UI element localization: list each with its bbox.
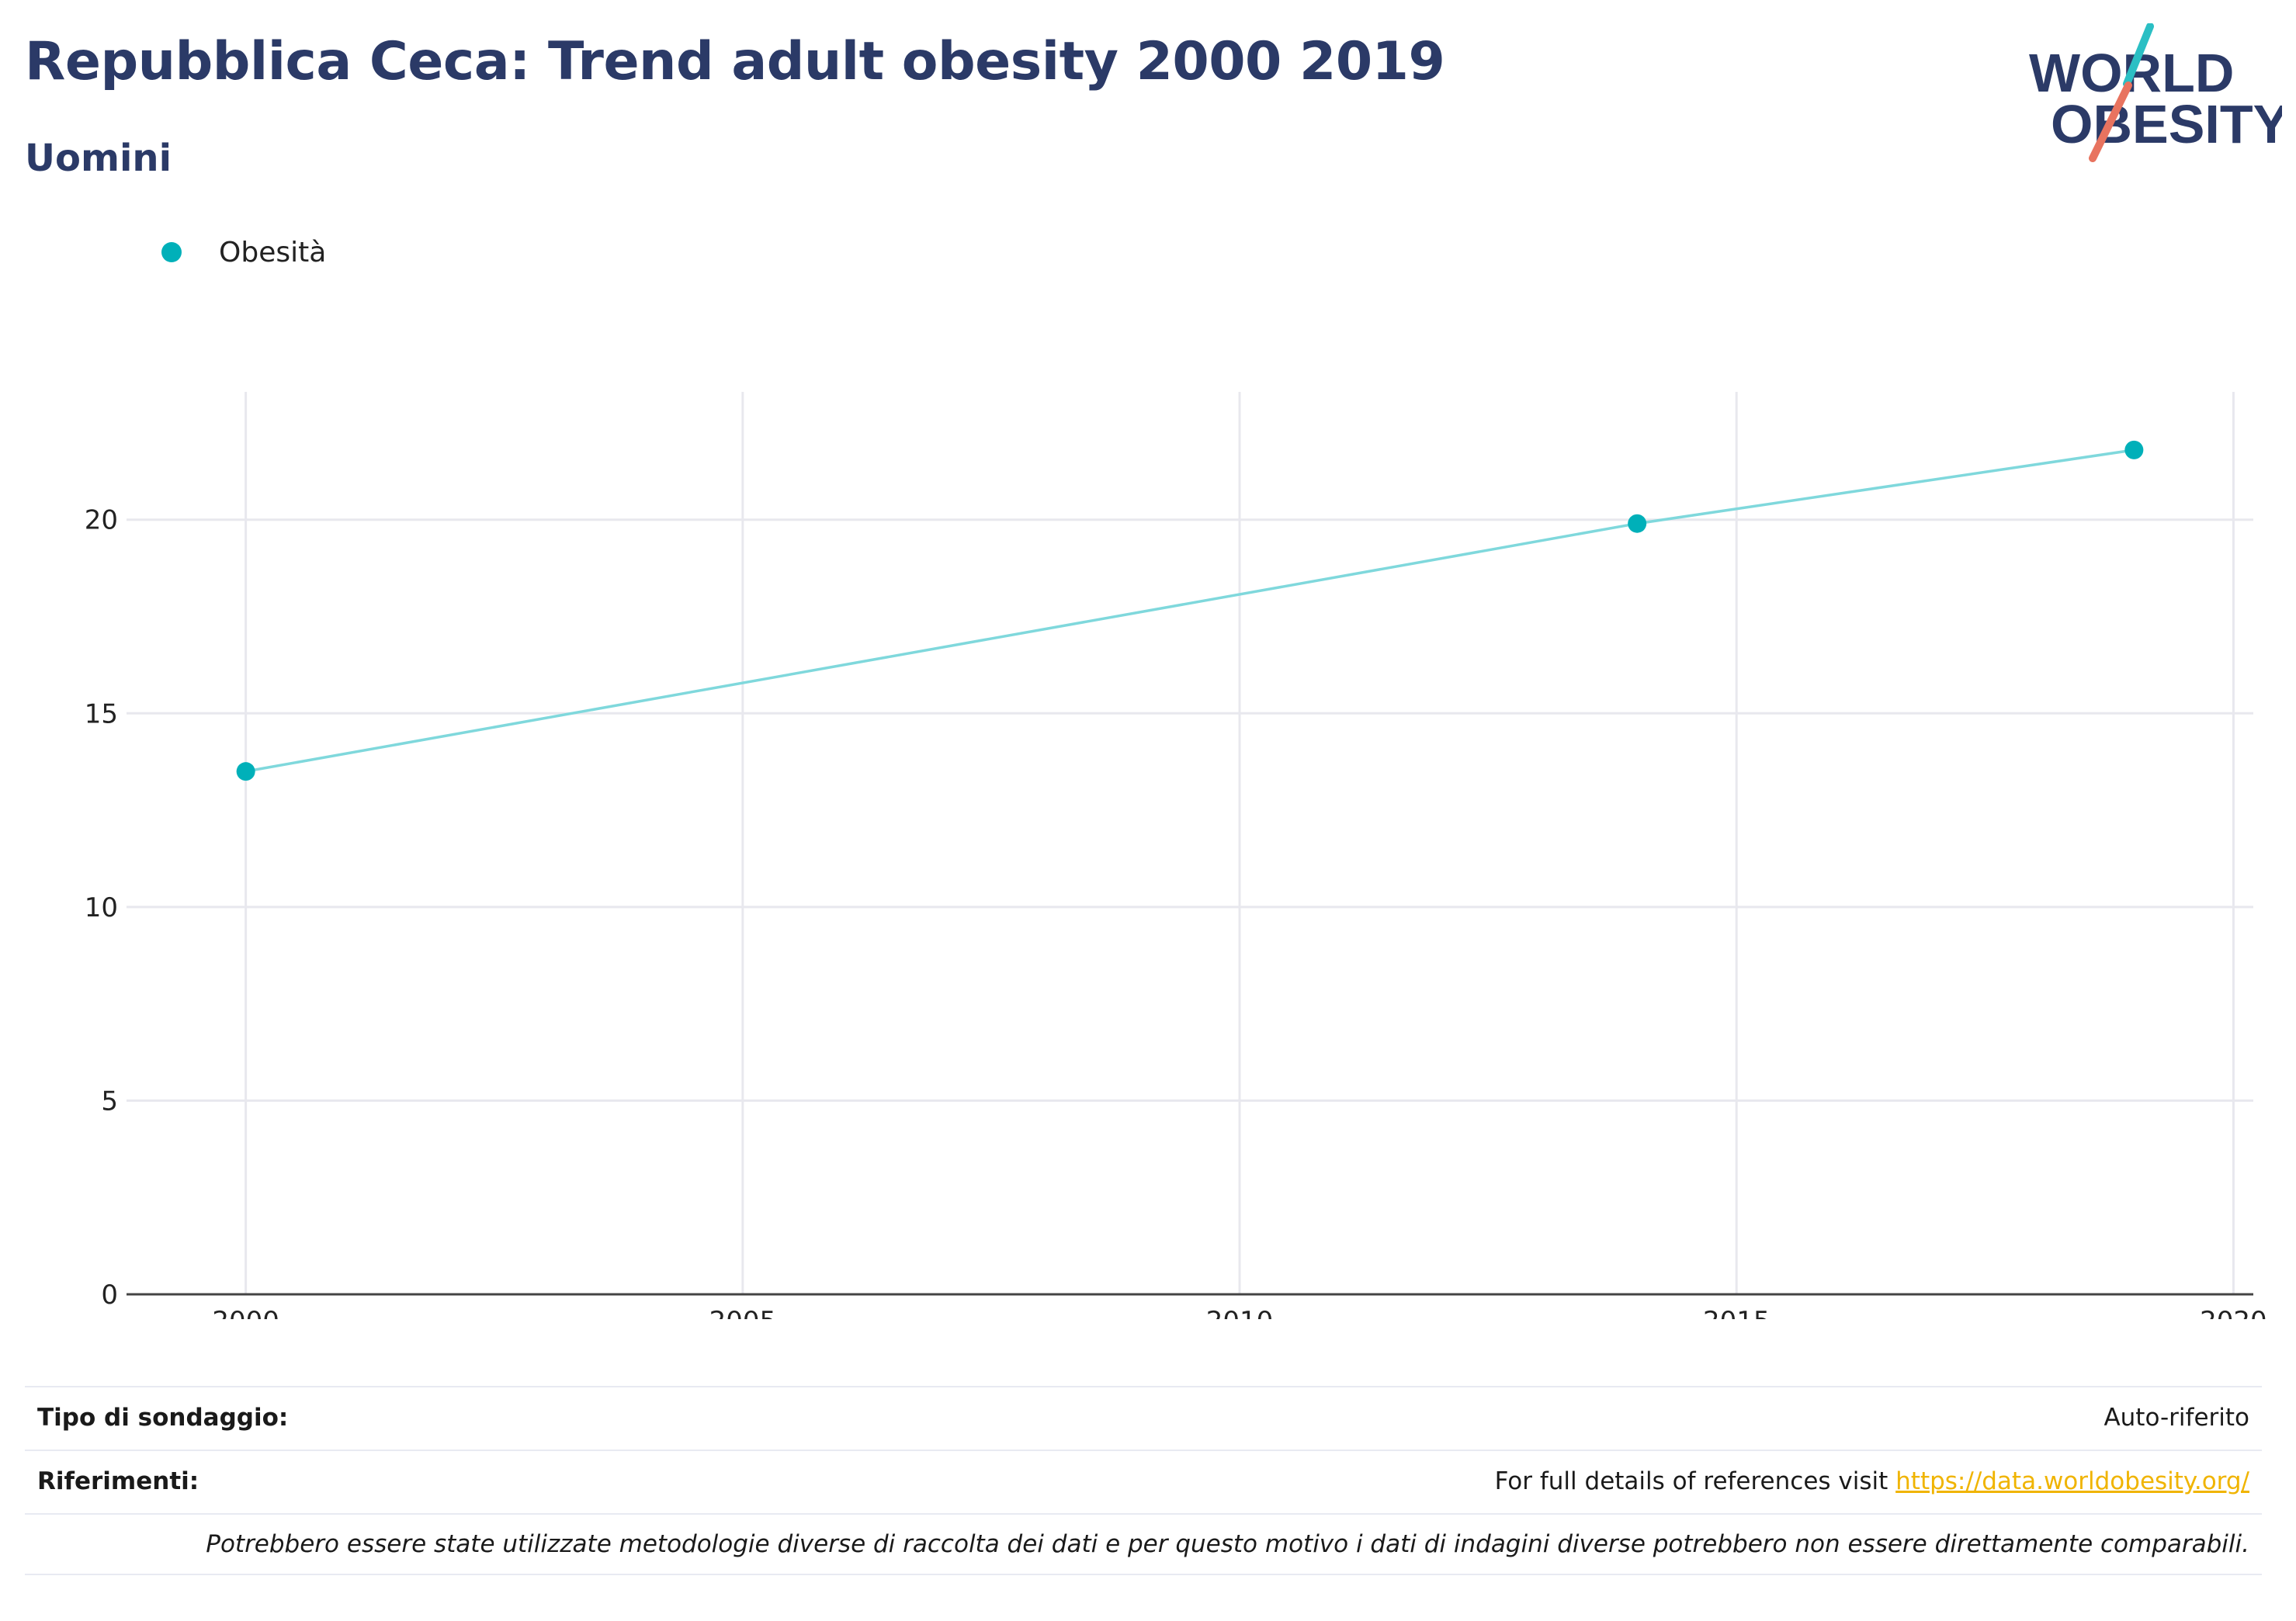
x-tick-label: 2010: [1206, 1306, 1274, 1319]
footer-note-row: Potrebbero essere state utilizzate metod…: [25, 1513, 2262, 1575]
world-obesity-logo: WORLD OBESITY: [2029, 23, 2282, 162]
logo-slash-bottom: [2089, 81, 2132, 162]
line-chart: 0 5 10 15 20 2000 2005 2010 2015 2020: [85, 392, 2267, 1319]
series-line: [245, 449, 2135, 773]
page-subtitle: Uomini: [25, 137, 172, 180]
references-label: Riferimenti:: [37, 1467, 199, 1495]
data-point: [236, 762, 255, 781]
x-tick-label: 2000: [212, 1306, 279, 1319]
page-title: Repubblica Ceca: Trend adult obesity 200…: [25, 31, 1445, 92]
x-tick-label: 2015: [1703, 1306, 1771, 1319]
grid-lines: [127, 392, 2253, 1294]
y-tick-label: 5: [101, 1086, 118, 1117]
series-obesita: [236, 440, 2144, 781]
legend[interactable]: Obesità: [161, 234, 326, 270]
legend-marker-icon: [161, 242, 182, 262]
data-point: [2124, 440, 2144, 459]
x-tick-label: 2005: [709, 1306, 777, 1319]
y-tick-label: 0: [101, 1280, 118, 1311]
methodology-note: Potrebbero essere state utilizzate metod…: [206, 1530, 2249, 1558]
footer-survey-row: Tipo di sondaggio: Auto-riferito: [25, 1386, 2262, 1448]
logo-text-obesity: OBESITY: [2051, 94, 2282, 154]
survey-value: Auto-riferito: [2104, 1404, 2249, 1432]
references-link[interactable]: https://data.worldobesity.org/: [1895, 1467, 2249, 1495]
survey-label: Tipo di sondaggio:: [37, 1404, 289, 1432]
legend-label: Obesità: [219, 236, 327, 268]
x-tick-label: 2020: [2200, 1306, 2267, 1319]
logo-slash-top: [2123, 23, 2154, 88]
y-tick-label: 20: [85, 505, 118, 536]
footer-references-row: Riferimenti: For full details of referen…: [25, 1450, 2262, 1512]
y-tick-label: 15: [85, 698, 118, 729]
references-text: For full details of references visit: [1494, 1467, 1888, 1495]
references-text-wrap: For full details of references visit htt…: [1495, 1467, 2249, 1495]
data-point: [1628, 514, 1647, 533]
y-tick-label: 10: [85, 892, 118, 923]
tick-labels: 0 5 10 15 20 2000 2005 2010 2015 2020: [85, 505, 2267, 1319]
